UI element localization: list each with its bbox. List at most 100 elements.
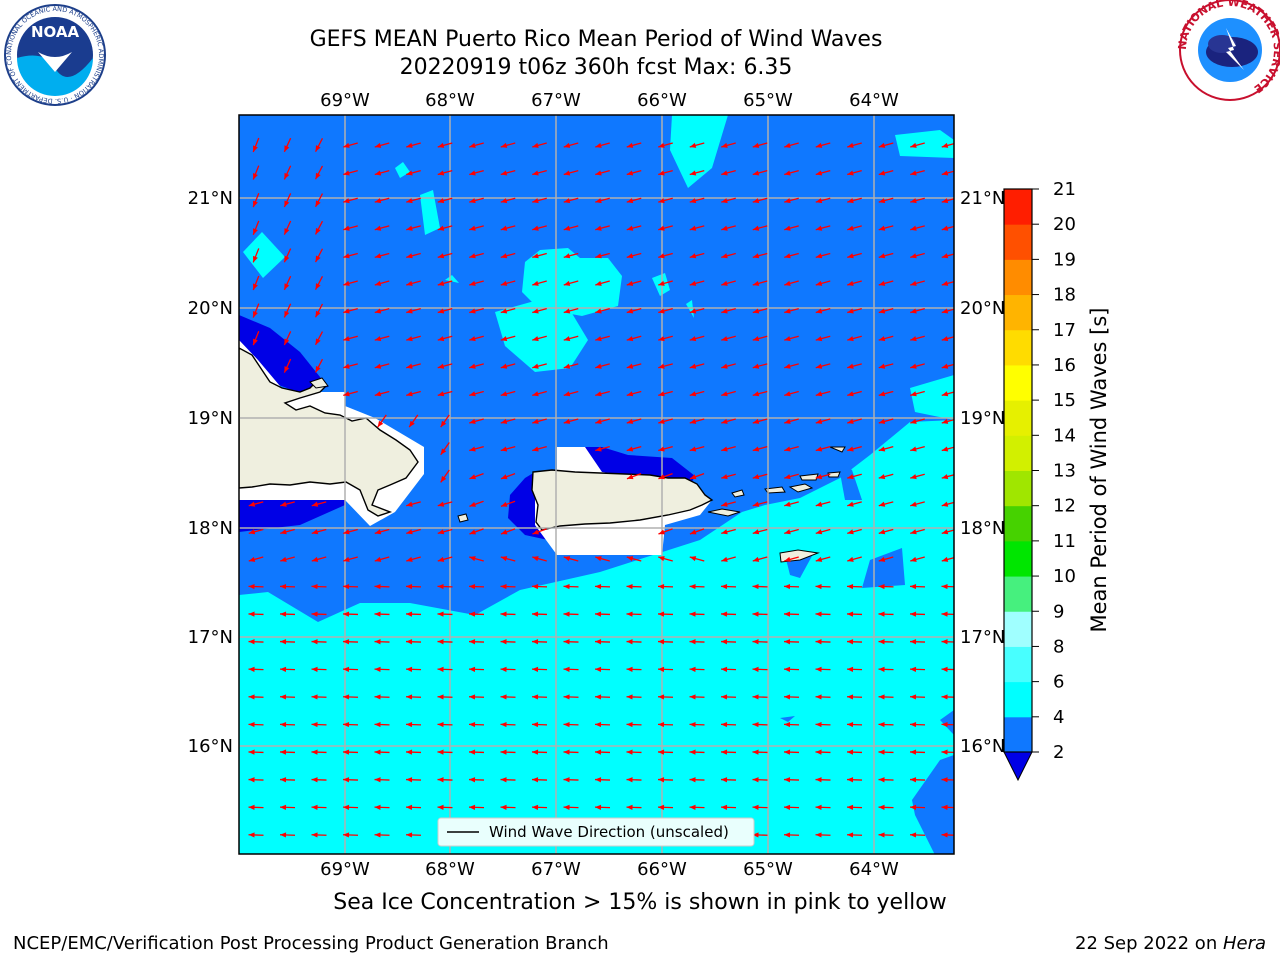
wind-wave-arrow xyxy=(720,777,737,783)
wind-wave-arrow xyxy=(343,252,358,259)
wind-wave-arrow xyxy=(374,252,390,259)
wind-wave-arrow xyxy=(500,777,516,783)
wind-wave-arrow xyxy=(342,666,359,672)
wind-wave-arrow xyxy=(815,528,831,535)
island-mona xyxy=(457,513,469,523)
footer-host: Hera xyxy=(1222,933,1266,954)
wind-wave-arrow xyxy=(657,666,674,672)
wind-wave-arrow xyxy=(815,694,831,700)
wind-wave-arrow xyxy=(815,363,831,369)
colorbar-tick-label: 18 xyxy=(1053,285,1076,306)
wind-wave-arrow xyxy=(437,335,453,342)
wind-wave-arrow xyxy=(469,142,484,148)
wind-wave-arrow xyxy=(752,280,768,286)
wind-wave-arrow xyxy=(657,639,674,645)
wind-wave-arrow xyxy=(910,308,925,314)
wind-wave-arrow xyxy=(910,197,925,204)
wind-wave-arrow xyxy=(752,473,768,480)
wind-wave-arrow xyxy=(531,611,548,617)
wind-wave-arrow xyxy=(283,303,292,318)
wind-wave-arrow xyxy=(374,363,390,369)
sea-ice-caption: Sea Ice Concentration > 15% is shown in … xyxy=(333,890,947,915)
wind-wave-arrow xyxy=(815,225,831,231)
island-virgin-gorda xyxy=(827,471,841,478)
wind-wave-arrow xyxy=(909,721,926,728)
wind-wave-arrow xyxy=(374,639,390,645)
island-st-john xyxy=(788,483,814,493)
wind-wave-arrow xyxy=(468,583,485,590)
wind-wave-arrow xyxy=(815,777,831,783)
wind-wave-arrow xyxy=(721,225,736,231)
wind-wave-arrow xyxy=(594,583,611,590)
wind-wave-arrow xyxy=(909,804,926,810)
footer-date: 22 Sep 2022 on Hera xyxy=(1075,933,1266,954)
colorbar-segment xyxy=(1004,540,1032,577)
wind-wave-arrow xyxy=(626,666,642,672)
map-legend: Wind Wave Direction (unscaled) xyxy=(437,817,755,847)
legend-label: Wind Wave Direction (unscaled) xyxy=(489,823,729,841)
wind-wave-arrow xyxy=(437,363,453,369)
ocean-4-6s-patch xyxy=(670,115,728,188)
wind-wave-arrow xyxy=(721,528,736,535)
wind-wave-arrow xyxy=(910,556,925,562)
wind-wave-arrow xyxy=(342,721,359,728)
wind-wave-arrow xyxy=(405,611,422,617)
wind-wave-arrow xyxy=(469,390,484,397)
wind-wave-arrow xyxy=(437,777,453,783)
wind-wave-arrow xyxy=(846,832,863,838)
wind-wave-arrow xyxy=(311,832,327,838)
wind-wave-arrow xyxy=(658,197,673,204)
wind-wave-arrow xyxy=(689,142,705,148)
wind-wave-arrow xyxy=(658,446,673,452)
wind-wave-arrow xyxy=(784,170,799,176)
wind-wave-arrow xyxy=(532,252,547,259)
wind-wave-arrow xyxy=(595,280,610,286)
wind-wave-arrow xyxy=(720,804,737,810)
wind-wave-arrow xyxy=(783,639,800,645)
wind-wave-arrow xyxy=(563,363,579,369)
wind-wave-arrow xyxy=(469,418,484,424)
wind-wave-arrow xyxy=(374,804,390,810)
wind-wave-arrow xyxy=(878,611,894,617)
wind-wave-arrow xyxy=(594,611,611,617)
wind-wave-arrow xyxy=(374,280,390,286)
wind-wave-arrow xyxy=(595,335,610,342)
wind-wave-arrow xyxy=(437,280,453,286)
wind-wave-arrow xyxy=(689,252,705,259)
wind-wave-arrow xyxy=(252,192,260,208)
wind-wave-arrow xyxy=(406,501,421,507)
lat-tick-label-right: 17°N xyxy=(960,627,1005,648)
wind-wave-arrow xyxy=(689,777,705,783)
wind-wave-arrow xyxy=(847,252,862,259)
colorbar-segment xyxy=(1004,435,1032,471)
wind-wave-arrow xyxy=(374,142,390,148)
wind-wave-arrow xyxy=(279,749,296,755)
wind-wave-arrow xyxy=(595,390,610,397)
colorbar-tick-label: 15 xyxy=(1053,390,1076,411)
wind-wave-arrow xyxy=(595,363,610,369)
wind-wave-arrow xyxy=(343,170,358,176)
wind-wave-arrow xyxy=(531,777,548,783)
wind-wave-arrow xyxy=(374,611,390,617)
lat-tick-label-left: 17°N xyxy=(188,627,233,648)
wind-wave-arrow xyxy=(437,252,453,259)
wind-wave-arrow xyxy=(405,832,422,838)
wind-wave-arrow xyxy=(531,666,548,672)
wind-wave-arrow xyxy=(437,804,453,810)
wind-wave-arrow xyxy=(720,721,737,728)
wind-wave-arrow xyxy=(283,358,292,373)
chart-title: GEFS MEAN Puerto Rico Mean Period of Win… xyxy=(309,27,883,52)
wind-wave-arrow xyxy=(846,694,863,700)
wind-wave-arrow xyxy=(689,390,705,397)
wind-wave-arrow xyxy=(314,276,324,290)
wind-wave-arrow xyxy=(314,331,324,346)
wind-wave-arrow xyxy=(658,170,673,176)
wind-wave-arrow xyxy=(500,170,516,176)
wind-wave-arrow xyxy=(878,142,894,148)
wind-wave-arrow xyxy=(752,197,768,204)
wind-wave-arrow xyxy=(532,197,547,204)
colorbar-segment xyxy=(1004,681,1032,718)
wind-wave-arrow xyxy=(500,308,516,314)
wind-wave-arrow xyxy=(531,583,548,590)
wind-wave-arrow xyxy=(406,528,421,535)
